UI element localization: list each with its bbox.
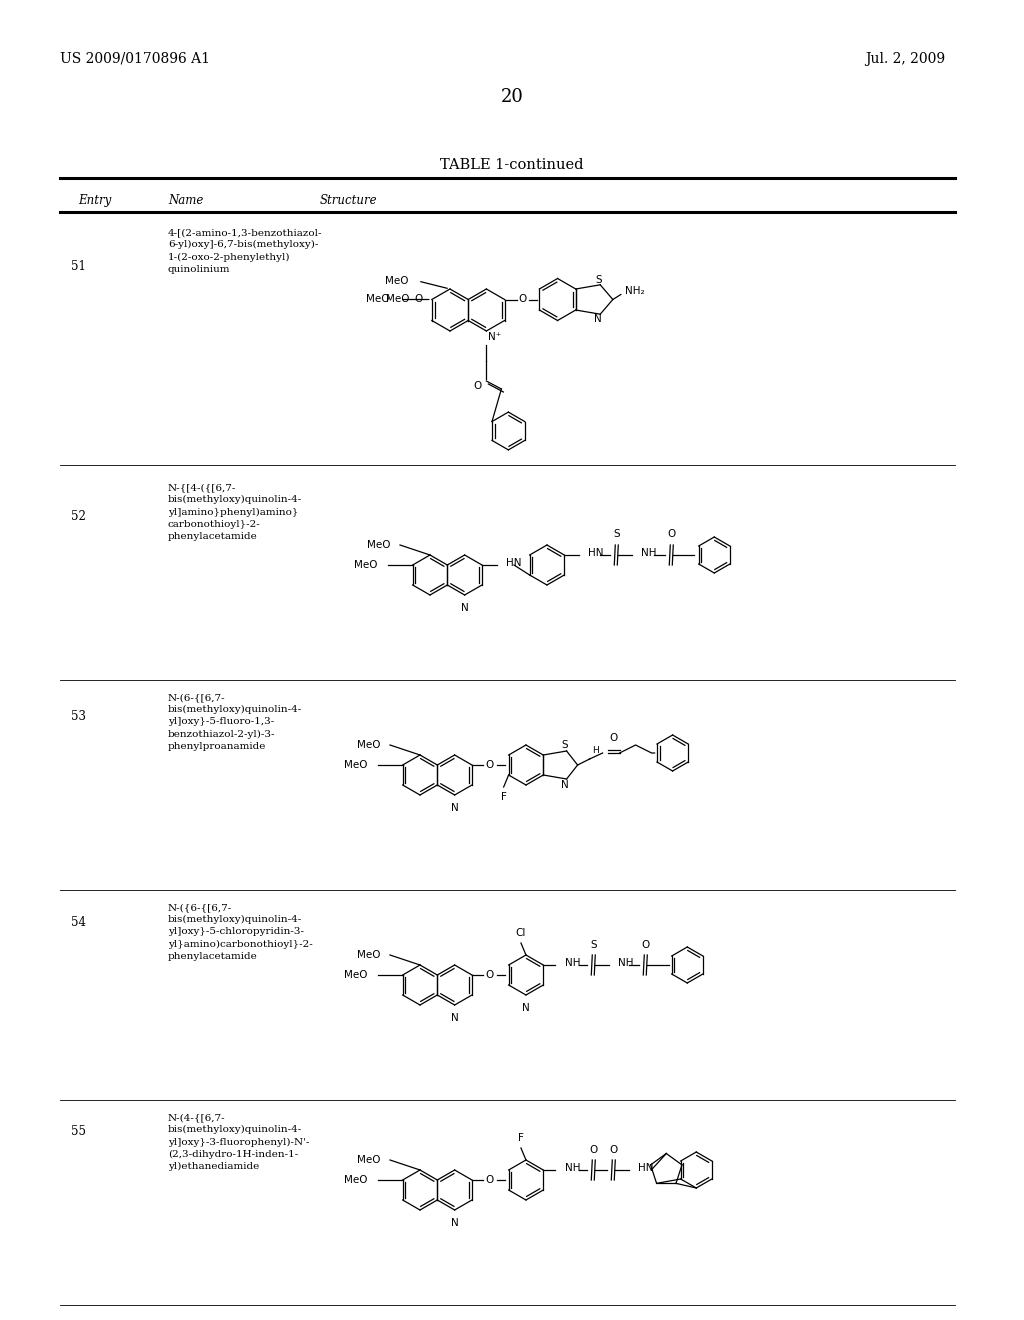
Text: NH: NH [565, 958, 581, 968]
Text: 20: 20 [501, 88, 523, 106]
Text: MeO: MeO [384, 276, 408, 286]
Text: 52: 52 [71, 510, 85, 523]
Text: O: O [518, 294, 526, 305]
Text: S: S [613, 529, 620, 539]
Text: HN: HN [638, 1163, 653, 1173]
Text: TABLE 1-continued: TABLE 1-continued [440, 158, 584, 172]
Text: N: N [451, 803, 459, 813]
Text: -O: -O [412, 294, 424, 305]
Text: H: H [593, 746, 599, 755]
Text: O: O [609, 733, 617, 743]
Text: MeO: MeO [386, 294, 410, 305]
Text: S: S [561, 741, 568, 750]
Text: N: N [461, 603, 469, 612]
Text: F: F [501, 792, 507, 803]
Text: 55: 55 [71, 1125, 85, 1138]
Text: 54: 54 [71, 916, 85, 929]
Text: F: F [518, 1133, 524, 1143]
Text: O: O [485, 760, 495, 770]
Text: O: O [589, 1144, 597, 1155]
Text: US 2009/0170896 A1: US 2009/0170896 A1 [60, 51, 210, 66]
Text: O: O [485, 970, 495, 979]
Text: N-(4-{[6,7-
bis(methyloxy)quinolin-4-
yl]oxy}-3-fluorophenyl)-N'-
(2,3-dihydro-1: N-(4-{[6,7- bis(methyloxy)quinolin-4- yl… [168, 1113, 309, 1171]
Text: N: N [451, 1012, 459, 1023]
Text: O: O [473, 381, 481, 391]
Text: N: N [561, 780, 568, 789]
Text: N: N [522, 1003, 529, 1012]
Text: N: N [451, 1218, 459, 1228]
Text: NH: NH [641, 548, 656, 558]
Text: MeO: MeO [354, 560, 378, 570]
Text: Structure: Structure [319, 194, 378, 207]
Text: MeO: MeO [356, 741, 380, 750]
Text: N-{[4-({[6,7-
bis(methyloxy)quinolin-4-
yl]amino}phenyl)amino}
carbonothioyl}-2-: N-{[4-({[6,7- bis(methyloxy)quinolin-4- … [168, 483, 302, 541]
Text: HN: HN [506, 558, 521, 568]
Text: 53: 53 [71, 710, 85, 723]
Text: Name: Name [168, 194, 204, 207]
Text: MeO: MeO [344, 970, 368, 979]
Text: S: S [590, 940, 597, 950]
Text: NH: NH [618, 958, 634, 968]
Text: MeO: MeO [356, 1155, 380, 1166]
Text: MeO: MeO [344, 760, 368, 770]
Text: N-(6-{[6,7-
bis(methyloxy)quinolin-4-
yl]oxy}-5-fluoro-1,3-
benzothiazol-2-yl)-3: N-(6-{[6,7- bis(methyloxy)quinolin-4- yl… [168, 693, 302, 751]
Text: O: O [609, 1144, 617, 1155]
Text: Jul. 2, 2009: Jul. 2, 2009 [865, 51, 945, 66]
Text: O: O [668, 529, 676, 539]
Text: HN: HN [588, 548, 604, 558]
Text: N: N [594, 314, 602, 325]
Text: MeO: MeO [367, 540, 390, 550]
Text: Cl: Cl [516, 928, 526, 939]
Text: MeO: MeO [344, 1175, 368, 1185]
Text: 51: 51 [71, 260, 85, 273]
Text: MeO: MeO [356, 950, 380, 960]
Text: MeO: MeO [367, 294, 390, 305]
Text: NH₂: NH₂ [625, 286, 644, 297]
Text: Entry: Entry [78, 194, 112, 207]
Text: O: O [641, 940, 649, 950]
Text: N⁺: N⁺ [488, 333, 502, 342]
Text: NH: NH [565, 1163, 581, 1173]
Text: O: O [485, 1175, 495, 1185]
Text: 4-[(2-amino-1,3-benzothiazol-
6-yl)oxy]-6,7-bis(methyloxy)-
1-(2-oxo-2-phenyleth: 4-[(2-amino-1,3-benzothiazol- 6-yl)oxy]-… [168, 228, 323, 273]
Text: S: S [595, 275, 601, 285]
Text: N-({6-{[6,7-
bis(methyloxy)quinolin-4-
yl]oxy}-5-chloropyridin-3-
yl}amino)carbo: N-({6-{[6,7- bis(methyloxy)quinolin-4- y… [168, 903, 312, 961]
